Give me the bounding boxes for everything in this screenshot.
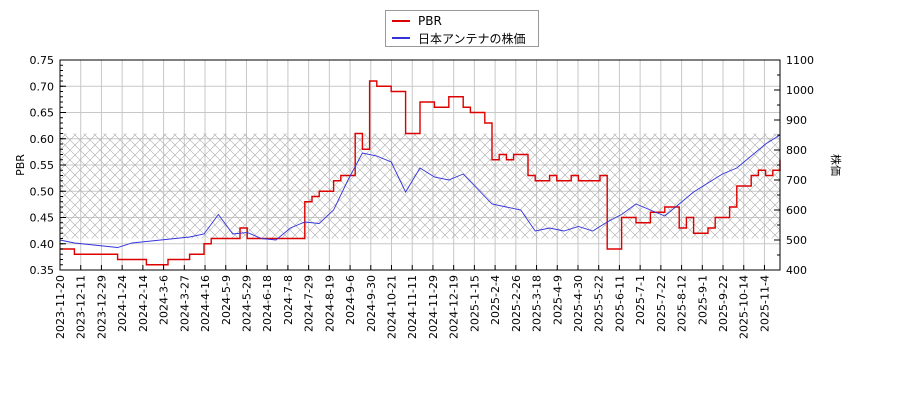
y-axis-left: 0.35 0.40 0.45 0.50 0.55 0.60 0.65 0.70 0.75: [30, 54, 66, 277]
svg-text:2024-5-29: 2024-5-29: [240, 275, 253, 332]
svg-text:0.50: 0.50: [30, 185, 55, 198]
svg-text:2025-9-22: 2025-9-22: [717, 275, 730, 332]
svg-text:0.75: 0.75: [30, 54, 55, 67]
svg-text:2024-3-6: 2024-3-6: [158, 275, 171, 325]
svg-text:1100: 1100: [786, 54, 814, 67]
svg-text:600: 600: [786, 204, 807, 217]
svg-text:2024-11-29: 2024-11-29: [427, 275, 440, 339]
svg-text:0.45: 0.45: [30, 212, 55, 225]
svg-text:0.35: 0.35: [30, 264, 55, 277]
svg-text:2024-12-19: 2024-12-19: [448, 275, 461, 339]
svg-text:1000: 1000: [786, 84, 814, 97]
svg-text:2025-1-15: 2025-1-15: [468, 275, 481, 332]
svg-text:2025-4-30: 2025-4-30: [572, 275, 585, 332]
svg-text:0.70: 0.70: [30, 80, 55, 93]
x-axis: 2023-11-20 2023-12-11 2023-12-29 2024-1-24 2…: [54, 265, 771, 339]
hatched-band: [60, 133, 780, 239]
legend-item-price: 日本アンテナの株価: [392, 30, 526, 46]
svg-text:2025-2-26: 2025-2-26: [510, 275, 523, 332]
svg-text:2023-11-20: 2023-11-20: [54, 275, 67, 339]
pbr-line: [60, 80, 781, 266]
svg-text:2024-6-18: 2024-6-18: [261, 275, 274, 332]
svg-text:2024-1-24: 2024-1-24: [116, 275, 129, 332]
svg-text:2025-7-22: 2025-7-22: [655, 275, 668, 332]
svg-text:400: 400: [786, 264, 807, 277]
svg-text:2025-6-11: 2025-6-11: [613, 275, 626, 332]
y-axis-left-title: PBR: [14, 154, 27, 176]
legend-item-pbr: PBR: [392, 13, 442, 29]
svg-text:2024-7-29: 2024-7-29: [303, 275, 316, 332]
svg-text:2025-3-18: 2025-3-18: [531, 275, 544, 332]
svg-text:2024-7-8: 2024-7-8: [282, 275, 295, 325]
svg-text:800: 800: [786, 144, 807, 157]
svg-text:2024-8-19: 2024-8-19: [323, 275, 336, 332]
svg-text:0.55: 0.55: [30, 159, 55, 172]
svg-text:0.40: 0.40: [30, 238, 55, 251]
svg-text:0.60: 0.60: [30, 133, 55, 146]
series-lines: [59, 80, 781, 266]
y-axis-right: 400 500 600 700 800 900 1000 1100: [774, 54, 814, 277]
svg-text:2024-10-21: 2024-10-21: [386, 275, 399, 339]
svg-text:2025-8-12: 2025-8-12: [676, 275, 689, 332]
svg-text:2025-9-1: 2025-9-1: [696, 275, 709, 325]
svg-text:2024-5-9: 2024-5-9: [220, 275, 233, 325]
legend-swatch-pbr: [392, 20, 410, 22]
svg-text:900: 900: [786, 114, 807, 127]
svg-text:2025-7-1: 2025-7-1: [634, 275, 647, 325]
svg-text:2024-9-6: 2024-9-6: [344, 275, 357, 325]
svg-text:2025-4-9: 2025-4-9: [551, 275, 564, 325]
svg-text:2025-2-4: 2025-2-4: [489, 275, 502, 325]
svg-text:2025-10-14: 2025-10-14: [738, 275, 751, 339]
legend-label-pbr: PBR: [418, 14, 442, 28]
svg-text:0.65: 0.65: [30, 107, 55, 120]
price-line: [59, 134, 781, 248]
svg-text:500: 500: [786, 234, 807, 247]
legend-label-price: 日本アンテナの株価: [418, 31, 526, 46]
svg-text:2024-2-14: 2024-2-14: [137, 275, 150, 332]
svg-text:2024-4-16: 2024-4-16: [199, 275, 212, 332]
svg-text:2024-9-30: 2024-9-30: [365, 275, 378, 332]
svg-text:2025-5-22: 2025-5-22: [593, 275, 606, 332]
svg-text:700: 700: [786, 174, 807, 187]
svg-text:2024-3-27: 2024-3-27: [178, 275, 191, 332]
legend: PBR 日本アンテナの株価: [385, 10, 539, 47]
y-axis-right-title: 株価: [829, 154, 843, 176]
svg-text:2025-11-4: 2025-11-4: [758, 275, 771, 332]
svg-text:2024-11-11: 2024-11-11: [406, 275, 419, 339]
svg-text:2023-12-11: 2023-12-11: [75, 275, 88, 339]
legend-swatch-price: [392, 37, 410, 39]
svg-text:2023-12-29: 2023-12-29: [95, 275, 108, 339]
